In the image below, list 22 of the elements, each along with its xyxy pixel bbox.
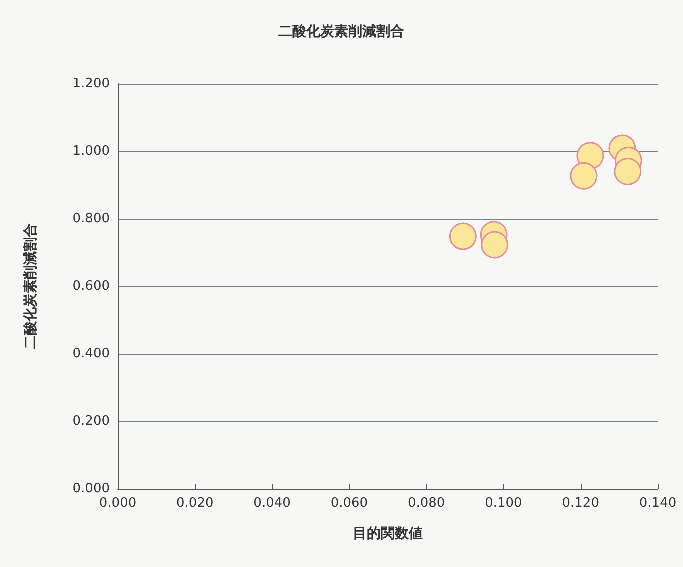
x-tick-label: 0.000 bbox=[99, 496, 137, 511]
y-tick-label: 0.800 bbox=[72, 212, 110, 226]
y-axis-title: 二酸化炭素削減割合 bbox=[22, 224, 39, 350]
x-tick-label: 0.060 bbox=[330, 496, 368, 511]
x-axis-title: 目的関数値 bbox=[353, 526, 423, 542]
y-tick-label: 0.200 bbox=[72, 414, 110, 429]
x-tick-label: 0.120 bbox=[562, 496, 600, 511]
y-tick-label: 0.400 bbox=[72, 346, 110, 362]
point bbox=[481, 231, 509, 259]
x-tick-label: 0.100 bbox=[485, 496, 522, 511]
point bbox=[614, 158, 642, 186]
y-tick-label: 1.200 bbox=[72, 76, 110, 92]
chart-title: 二酸化炭素削減割合 bbox=[278, 23, 404, 40]
y-tick-label: 1.000 bbox=[72, 144, 110, 159]
point bbox=[570, 162, 598, 190]
x-tick-label: 0.080 bbox=[408, 496, 446, 511]
y-tick-label: 0.600 bbox=[72, 279, 110, 294]
x-tick-label: 0.020 bbox=[176, 496, 214, 511]
x-tick-label: 0.140 bbox=[639, 496, 677, 511]
point bbox=[449, 222, 477, 250]
x-tick-label: 0.040 bbox=[254, 496, 291, 511]
y-tick-label: 0.000 bbox=[72, 482, 110, 496]
